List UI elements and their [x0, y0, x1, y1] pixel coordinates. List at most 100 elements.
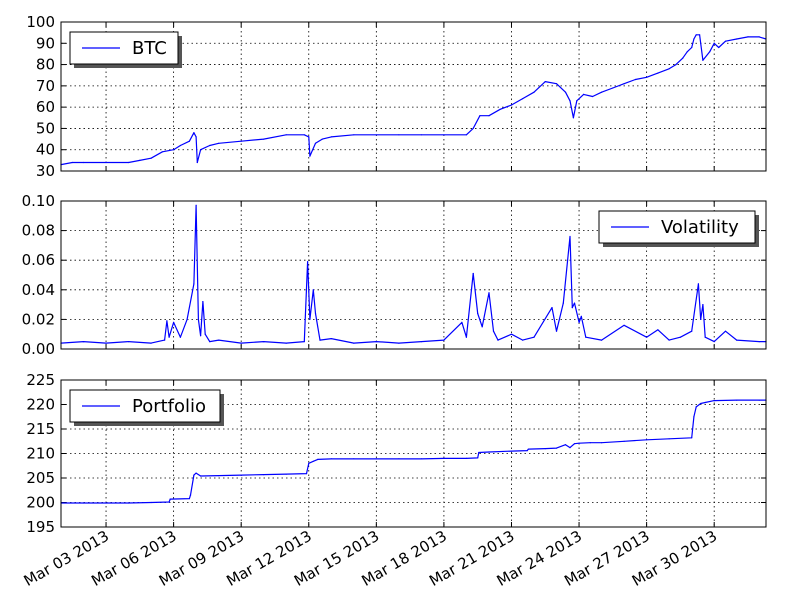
data-point	[623, 324, 625, 326]
data-point	[747, 36, 749, 38]
data-point	[128, 161, 130, 164]
data-point	[634, 78, 637, 81]
data-point	[569, 235, 571, 238]
legend-label: BTC	[132, 38, 167, 59]
data-point	[263, 341, 265, 343]
data-point	[564, 91, 567, 93]
data-point	[285, 134, 287, 136]
data-point	[691, 46, 693, 49]
data-point	[555, 83, 558, 85]
data-point	[492, 330, 495, 332]
data-point	[71, 161, 73, 164]
data-point	[285, 342, 287, 344]
data-point	[736, 399, 738, 401]
data-point	[196, 161, 198, 164]
data-point	[317, 458, 319, 460]
y-tick-label: 90	[36, 34, 55, 52]
data-point	[179, 144, 181, 147]
btc-price-panel: 30 40 50 60 70 80 90 100 BTC	[26, 13, 767, 180]
data-point	[533, 336, 535, 338]
data-point	[580, 315, 582, 317]
data-point	[623, 440, 625, 442]
data-point	[544, 448, 546, 450]
data-point	[522, 339, 524, 341]
data-point	[398, 458, 400, 460]
data-point	[319, 339, 321, 341]
legend: BTC	[69, 31, 182, 68]
data-point	[551, 307, 553, 309]
data-point	[443, 457, 445, 459]
data-point	[188, 498, 190, 500]
data-point	[481, 326, 483, 328]
data-point	[330, 338, 332, 340]
data-point	[479, 115, 481, 117]
data-point	[204, 333, 206, 335]
data-point	[139, 159, 141, 161]
portfolio-panel: 195 200 205 210 215 220 225 Portfolio	[26, 371, 767, 536]
data-point	[704, 336, 706, 338]
data-point	[623, 83, 625, 85]
data-point	[585, 336, 587, 338]
data-point	[314, 312, 317, 315]
data-point	[314, 142, 317, 144]
data-point	[398, 342, 400, 344]
data-point	[758, 399, 760, 401]
data-point	[657, 72, 659, 74]
data-point	[443, 339, 445, 341]
data-point	[263, 474, 265, 476]
data-point	[578, 442, 580, 444]
data-point	[186, 318, 188, 320]
legend-label: Portfolio	[132, 396, 206, 417]
y-tick-label: 0.00	[22, 340, 55, 358]
data-point	[321, 138, 323, 140]
data-point	[195, 136, 197, 138]
data-point	[522, 98, 524, 100]
data-point	[589, 442, 591, 444]
data-point	[82, 341, 85, 343]
data-point	[465, 457, 467, 459]
y-tick-label: 70	[36, 77, 55, 95]
data-point	[188, 140, 190, 142]
data-point	[488, 292, 490, 294]
y-tick-label: 200	[26, 494, 55, 512]
data-point	[571, 307, 573, 309]
data-point	[218, 142, 220, 144]
y-tick-label: 210	[26, 445, 55, 463]
data-point	[375, 341, 377, 343]
data-point	[736, 339, 738, 341]
data-point	[583, 93, 585, 95]
data-point	[353, 134, 355, 136]
legend: Portfolio	[69, 389, 224, 426]
data-point	[573, 302, 576, 304]
y-tick-label: 60	[36, 98, 55, 116]
data-point	[161, 151, 163, 153]
data-point	[150, 157, 152, 159]
data-point	[472, 127, 474, 129]
y-tick-label: 0.02	[22, 310, 55, 328]
data-point	[420, 341, 422, 343]
data-point	[168, 501, 170, 503]
data-point	[353, 342, 355, 344]
data-point	[646, 439, 648, 441]
data-point	[164, 339, 166, 341]
data-point	[193, 474, 195, 476]
data-point	[573, 443, 576, 445]
data-point	[285, 473, 287, 475]
data-point	[526, 450, 528, 452]
data-point	[646, 76, 648, 78]
data-point	[510, 450, 513, 452]
data-point	[309, 155, 311, 157]
data-point	[510, 333, 513, 335]
data-point	[699, 34, 701, 36]
data-point	[601, 442, 603, 444]
data-point	[693, 38, 695, 40]
y-tick-label: 220	[26, 396, 55, 414]
data-point	[218, 475, 220, 477]
data-point	[465, 134, 467, 136]
data-point	[472, 272, 474, 275]
legend-label: Volatility	[661, 217, 739, 238]
data-point	[461, 321, 463, 323]
data-point	[724, 40, 727, 42]
data-point	[193, 283, 195, 285]
